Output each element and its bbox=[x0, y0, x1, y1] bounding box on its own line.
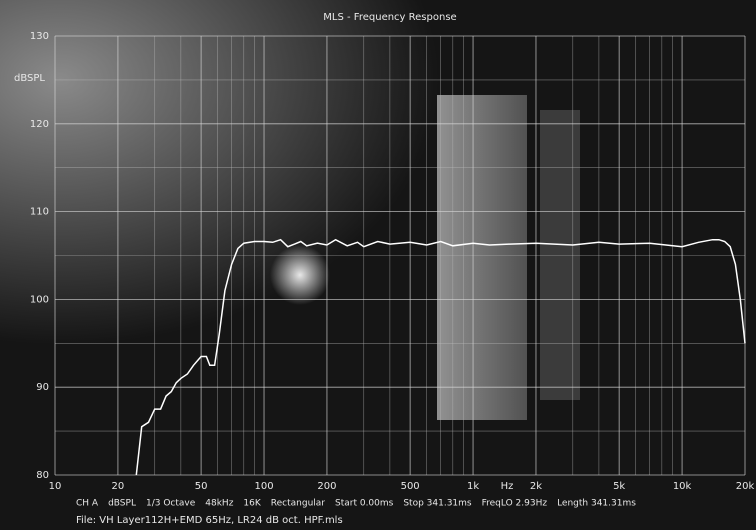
footer-item: CH A bbox=[76, 499, 99, 509]
y-tick-label: 120 bbox=[30, 119, 49, 130]
footer-item: 16K bbox=[243, 499, 261, 509]
x-tick-label: 500 bbox=[401, 481, 420, 492]
x-tick-label: 2k bbox=[530, 481, 542, 492]
x-tick-label: 1k bbox=[467, 481, 479, 492]
x-tick-label: 200 bbox=[317, 481, 336, 492]
chart-title: MLS - Frequency Response bbox=[323, 12, 456, 23]
x-tick-label: 10k bbox=[673, 481, 692, 492]
speaker-image bbox=[540, 110, 580, 400]
footer-item: FreqLO 2.93Hz bbox=[482, 499, 548, 509]
x-tick-label: 100 bbox=[254, 481, 273, 492]
footer-item: 1/3 Octave bbox=[146, 499, 196, 509]
y-tick-label: 80 bbox=[36, 470, 49, 481]
y-axis-label: dBSPL bbox=[14, 73, 45, 84]
y-tick-label: 90 bbox=[36, 382, 49, 393]
y-tick-label: 100 bbox=[30, 294, 49, 305]
x-tick-label: 5k bbox=[613, 481, 625, 492]
footer-item: Length 341.31ms bbox=[557, 499, 636, 509]
footer-item: dBSPL bbox=[108, 499, 136, 509]
response-line bbox=[135, 238, 746, 476]
file-name: File: VH Layer112H+EMD 65Hz, LR24 dB oct… bbox=[76, 515, 343, 526]
footer-item: Start 0.00ms bbox=[335, 499, 394, 509]
footer-item: 48kHz bbox=[205, 499, 233, 509]
y-tick-label: 110 bbox=[30, 207, 49, 218]
x-tick-label: 50 bbox=[195, 481, 208, 492]
x-tick-label: 20 bbox=[112, 481, 125, 492]
x-tick-label: 10 bbox=[49, 481, 62, 492]
footer-item: Rectangular bbox=[271, 499, 326, 509]
x-tick-label: 20k bbox=[736, 481, 755, 492]
x-axis-label: Hz bbox=[501, 481, 514, 492]
light bbox=[270, 245, 330, 305]
footer-item: Stop 341.31ms bbox=[403, 499, 472, 509]
y-tick-label: 130 bbox=[30, 31, 49, 42]
speaker-image bbox=[437, 95, 527, 420]
